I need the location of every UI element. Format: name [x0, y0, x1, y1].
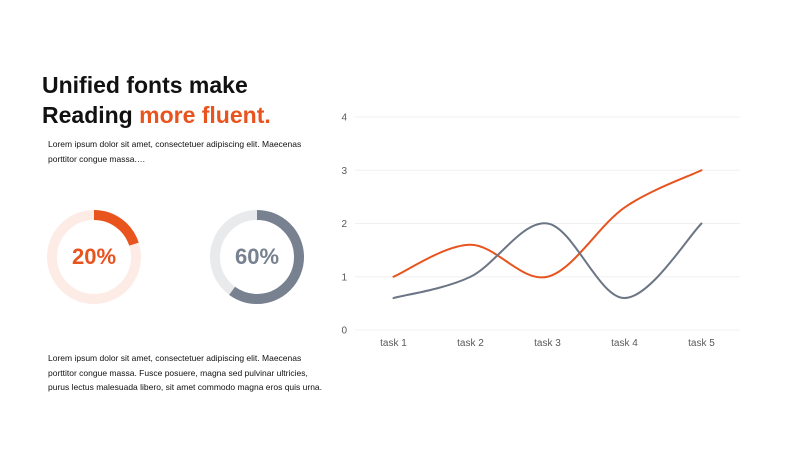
intro-paragraph: Lorem ipsum dolor sit amet, consectetuer… — [48, 139, 302, 164]
line-chart-svg: 0 1 2 3 4 task 1 task 2 task 3 task 4 task 5 — [341, 113, 740, 349]
y-tick-label: 0 — [341, 326, 347, 337]
title-accent-text: more fluent. — [139, 102, 271, 128]
x-tick-label: task 4 — [611, 338, 638, 349]
donut-20-label: 20% — [71, 244, 117, 269]
y-tick-label: 3 — [341, 166, 347, 177]
donut-20-graphic — [47, 210, 141, 304]
x-tick-label: task 3 — [534, 338, 561, 349]
y-tick-label: 4 — [341, 113, 347, 124]
donut-chart-20: 20% — [44, 207, 144, 307]
y-tick-label: 1 — [341, 272, 347, 283]
donut-60-graphic — [210, 210, 304, 304]
x-tick-label: task 5 — [688, 338, 715, 349]
donut-60-label: 60% — [234, 244, 280, 269]
title-line-2: Reading more fluent. — [42, 100, 342, 130]
x-tick-label: task 1 — [380, 338, 407, 349]
series-line-1 — [392, 169, 703, 279]
x-tick-label: task 2 — [457, 338, 484, 349]
series-line-2 — [392, 222, 703, 300]
y-tick-label: 2 — [341, 219, 347, 230]
line-chart: 0 1 2 3 4 task 1 task 2 task 3 task 4 task 5 — [330, 100, 750, 360]
title-line-2-prefix: Reading — [42, 102, 140, 128]
donut-60-arc — [210, 210, 304, 304]
body-paragraph: Lorem ipsum dolor sit amet, consectetuer… — [48, 353, 323, 392]
donut-chart-60: 60% — [207, 207, 307, 307]
donut-20-arc — [47, 210, 141, 304]
slide-title: Unified fonts make Reading more fluent. — [42, 70, 342, 130]
title-line-1: Unified fonts make — [42, 72, 248, 98]
